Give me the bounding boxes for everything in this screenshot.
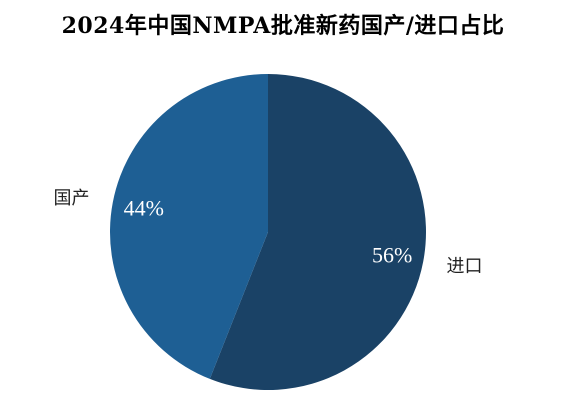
chart-title: 2024年中国NMPA批准新药国产/进口占比 [61, 13, 505, 39]
pie-slices [109, 74, 426, 390]
pie-value-label-0: 56% [372, 243, 412, 268]
pie-category-label-0: 进口 [446, 256, 482, 277]
pie-value-label-1: 44% [124, 195, 164, 220]
pie-slice-0 [209, 74, 426, 390]
pie-labels: 56% 进口 44% 国产 [54, 188, 483, 277]
pie-category-label-1: 国产 [54, 188, 90, 209]
pie-slice-1 [109, 74, 268, 379]
